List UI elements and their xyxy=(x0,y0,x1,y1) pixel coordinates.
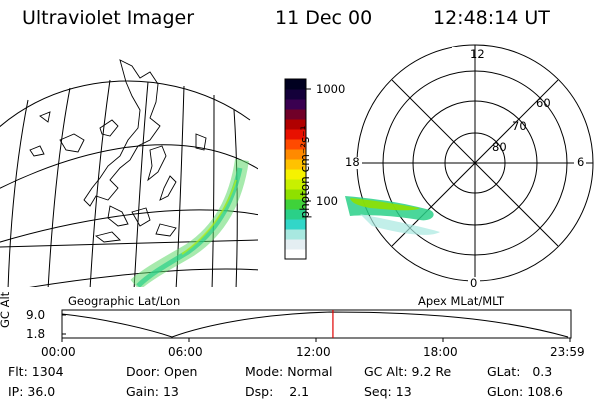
time-tick-1200: 12:00 xyxy=(296,345,331,359)
colorbar-band xyxy=(285,89,306,100)
mode-status: Mode: Normal xyxy=(245,364,333,379)
mlt-label-6: 6 xyxy=(577,155,585,169)
colorbar-band xyxy=(285,249,306,260)
colorbar-band xyxy=(285,209,306,220)
gain-value: 13 xyxy=(162,384,179,399)
gcalt-status: GC Alt: 9.2 Re xyxy=(364,364,452,379)
polar-aurora xyxy=(345,196,440,235)
colorbar-band xyxy=(285,79,306,90)
polar-projection-label: Apex MLat/MLT xyxy=(418,294,505,308)
time-label: 12:48:14 UT xyxy=(433,7,550,29)
flight-status: Flt: 1304 xyxy=(8,364,64,379)
gcalt-value: 9.2 Re xyxy=(411,364,452,379)
colorbar-label-1000: 1000 xyxy=(316,82,346,96)
mode-value: Normal xyxy=(287,364,333,379)
flight-number: 1304 xyxy=(31,364,64,379)
colorbar-band xyxy=(285,179,306,190)
map-projection-label: Geographic Lat/Lon xyxy=(68,294,181,308)
altitude-curve xyxy=(61,311,569,338)
door-status: Door: Open xyxy=(126,364,198,379)
colorbar-band xyxy=(285,139,306,150)
dsp-status: Dsp: 2.1 xyxy=(245,384,310,399)
gain-status: Gain: 13 xyxy=(126,384,179,399)
time-tick-0000: 00:00 xyxy=(41,345,76,359)
ip-value: 36.0 xyxy=(27,384,56,399)
colorbar-band xyxy=(285,149,306,160)
map-graticule xyxy=(0,59,258,287)
colorbar-band xyxy=(285,169,306,180)
door-value: Open xyxy=(164,364,198,379)
glat-value: 0.3 xyxy=(532,364,553,379)
altitude-strip-frame xyxy=(61,309,572,339)
colorbar-label-100: 100 xyxy=(316,194,338,208)
altitude-tick-1-8: 1.8 xyxy=(26,327,46,341)
time-tick-1800: 18:00 xyxy=(423,345,458,359)
colorbar-band xyxy=(285,159,306,170)
altitude-axis-title: GC Alt xyxy=(0,291,12,328)
colorbar-band xyxy=(285,109,306,120)
mlt-label-18: 18 xyxy=(345,155,360,169)
date-label: 11 Dec 00 xyxy=(275,7,373,29)
colorbar-band xyxy=(285,239,306,250)
instrument-title: Ultraviolet Imager xyxy=(22,7,195,29)
colorbar-band xyxy=(285,199,306,210)
colorbar-band xyxy=(285,229,306,240)
colorbar-band xyxy=(285,99,306,110)
seq-status: Seq: 13 xyxy=(364,384,412,399)
time-tick-0600: 06:00 xyxy=(168,345,203,359)
glat-status: GLat: 0.3 xyxy=(487,364,553,379)
seq-value: 13 xyxy=(395,384,412,399)
mlat-label-70: 70 xyxy=(512,119,527,133)
time-tick-2359: 23:59 xyxy=(550,345,585,359)
colorbar-band xyxy=(285,189,306,200)
colorbar-gradient xyxy=(285,79,306,260)
mlt-label-12: 12 xyxy=(470,47,485,61)
colorbar-band xyxy=(285,129,306,140)
altitude-tick-9: 9.0 xyxy=(26,308,46,322)
mlt-label-0: 0 xyxy=(470,276,478,290)
mlat-label-60: 60 xyxy=(536,96,551,110)
glon-status: GLon: 108.6 xyxy=(487,384,563,399)
colorbar-band xyxy=(285,219,306,230)
dsp-value: 2.1 xyxy=(289,384,310,399)
colorbar-band xyxy=(285,119,306,130)
mlat-label-80: 80 xyxy=(492,140,507,154)
glon-value: 108.6 xyxy=(527,384,563,399)
ip-status: IP: 36.0 xyxy=(8,384,56,399)
